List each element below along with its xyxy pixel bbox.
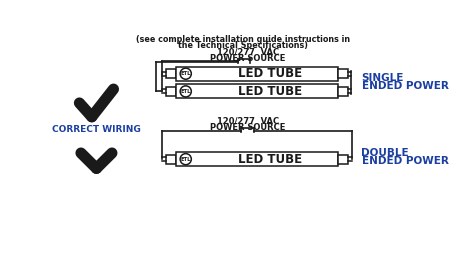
Text: POWER SOURCE: POWER SOURCE: [210, 54, 285, 63]
Text: (see complete installation guide instructions in: (see complete installation guide instruc…: [136, 35, 350, 44]
Text: ETL: ETL: [181, 157, 191, 162]
Text: 120/277  VAC: 120/277 VAC: [217, 47, 279, 56]
Bar: [175, 152, 338, 166]
Bar: [175, 67, 338, 81]
Bar: [175, 84, 338, 98]
Text: ETL: ETL: [181, 89, 191, 94]
Bar: [166, 87, 175, 96]
Text: 120/277  VAC: 120/277 VAC: [217, 117, 279, 126]
Text: LED TUBE: LED TUBE: [238, 153, 302, 166]
Bar: [338, 69, 347, 78]
Text: SINGLE: SINGLE: [362, 73, 404, 83]
Text: DOUBLE: DOUBLE: [362, 148, 409, 158]
Bar: [338, 87, 347, 96]
Text: POWER SOURCE: POWER SOURCE: [210, 123, 285, 132]
Text: ENDED POWER: ENDED POWER: [362, 81, 448, 91]
Text: LED TUBE: LED TUBE: [238, 85, 302, 98]
Bar: [166, 155, 175, 164]
Text: CORRECT WIRING: CORRECT WIRING: [52, 124, 141, 133]
Text: ETL: ETL: [181, 71, 191, 76]
Bar: [338, 155, 347, 164]
Bar: [166, 69, 175, 78]
Text: the Technical Specifications): the Technical Specifications): [178, 41, 308, 50]
Text: ENDED POWER: ENDED POWER: [362, 156, 448, 166]
Text: LED TUBE: LED TUBE: [238, 67, 302, 80]
